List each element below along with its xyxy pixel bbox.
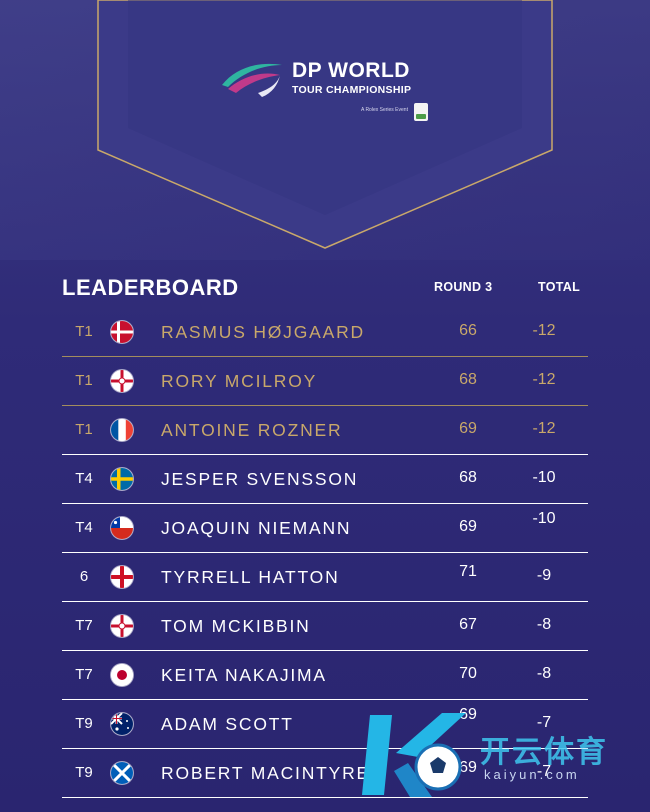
player-name: ADAM SCOTT bbox=[161, 714, 294, 734]
flag-france-icon bbox=[111, 419, 133, 441]
player-name: TYRRELL HATTON bbox=[161, 567, 340, 587]
table-row: T4 JESPER SVENSSON 68 -10 bbox=[62, 455, 588, 504]
table-row: 6 TYRRELL HATTON 71 -9 bbox=[62, 553, 588, 602]
player-name: ANTOINE ROZNER bbox=[161, 420, 343, 440]
table-row: T1 RASMUS HØJGAARD 66 -12 bbox=[62, 308, 588, 357]
round3-score: 69 bbox=[459, 518, 477, 535]
round3-score: 68 bbox=[459, 371, 477, 388]
total-score: -8 bbox=[536, 616, 552, 633]
player-name: RASMUS HØJGAARD bbox=[161, 322, 365, 342]
flag-australia-icon bbox=[111, 713, 133, 735]
table-row: T7 TOM MCKIBBIN 67 -8 bbox=[62, 602, 588, 651]
flag-scotland-icon bbox=[111, 762, 133, 784]
position: T7 bbox=[75, 666, 93, 683]
table-row: T7 KEITA NAKAJIMA 70 -8 bbox=[62, 651, 588, 700]
position: T1 bbox=[75, 323, 93, 340]
flag-northern-ireland-icon bbox=[111, 615, 133, 637]
table-row: T4 JOAQUIN NIEMANN 69 -10 bbox=[62, 504, 588, 553]
player-name: ROBERT MACINTYRE bbox=[161, 763, 371, 783]
dp-world-tour-logo: DP WORLD TOUR CHAMPIONSHIP A Rolex Serie… bbox=[218, 55, 438, 130]
total-score: -10 bbox=[532, 510, 556, 527]
player-name: JESPER SVENSSON bbox=[161, 469, 359, 489]
total-score: -7 bbox=[536, 763, 552, 780]
logo-title: DP WORLD bbox=[292, 59, 410, 82]
leaderboard-title: LEADERBOARD bbox=[62, 275, 239, 300]
total-score: -9 bbox=[536, 567, 552, 584]
round3-score: 70 bbox=[459, 665, 477, 682]
round3-score: 67 bbox=[459, 616, 477, 633]
logo-swoosh-icon bbox=[222, 63, 282, 97]
round3-score: 71 bbox=[459, 563, 477, 580]
round3-score: 69 bbox=[459, 706, 477, 723]
total-score: -10 bbox=[532, 469, 556, 486]
total-score: -8 bbox=[536, 665, 552, 682]
position: T9 bbox=[75, 764, 93, 781]
player-name: JOAQUIN NIEMANN bbox=[161, 518, 352, 538]
table-row: T9 ROBERT MACINTYRE 69 -7 bbox=[62, 749, 588, 798]
player-name: RORY MCILROY bbox=[161, 371, 318, 391]
event-tag: A Rolex Series Event bbox=[361, 107, 408, 113]
flag-england-icon bbox=[111, 566, 133, 588]
rolex-badge-icon bbox=[414, 103, 428, 121]
table-row: T1 ANTOINE ROZNER 69 -12 bbox=[62, 406, 588, 455]
flag-chile-icon bbox=[111, 517, 133, 539]
position: 6 bbox=[79, 568, 89, 585]
round3-score: 69 bbox=[459, 420, 477, 437]
position: T4 bbox=[75, 470, 93, 487]
round3-score: 69 bbox=[459, 759, 477, 776]
table-row: T9 ADAM SCOTT 69 -7 bbox=[62, 700, 588, 749]
round3-score: 68 bbox=[459, 469, 477, 486]
round3-score: 66 bbox=[459, 322, 477, 339]
flag-northern-ireland-icon bbox=[111, 370, 133, 392]
position: T4 bbox=[75, 519, 93, 536]
position: T9 bbox=[75, 715, 93, 732]
position: T1 bbox=[75, 421, 93, 438]
flag-japan-icon bbox=[111, 664, 133, 686]
player-name: TOM MCKIBBIN bbox=[161, 616, 311, 636]
player-name: KEITA NAKAJIMA bbox=[161, 665, 327, 685]
position: T7 bbox=[75, 617, 93, 634]
total-score: -12 bbox=[532, 371, 556, 388]
logo-subtitle: TOUR CHAMPIONSHIP bbox=[292, 84, 412, 96]
table-row: T1 RORY MCILROY 68 -12 bbox=[62, 357, 588, 406]
total-score: -12 bbox=[532, 420, 556, 437]
position: T1 bbox=[75, 372, 93, 389]
total-score: -12 bbox=[532, 322, 556, 339]
column-header-total: TOTAL bbox=[538, 280, 581, 294]
column-header-round: ROUND 3 bbox=[434, 280, 493, 294]
flag-denmark-icon bbox=[111, 321, 133, 343]
total-score: -7 bbox=[536, 714, 552, 731]
flag-sweden-icon bbox=[111, 468, 133, 490]
header-shield-background bbox=[0, 0, 650, 260]
leaderboard-table: T1 RASMUS HØJGAARD 66 -12 T1 RORY MCILRO… bbox=[62, 308, 588, 798]
